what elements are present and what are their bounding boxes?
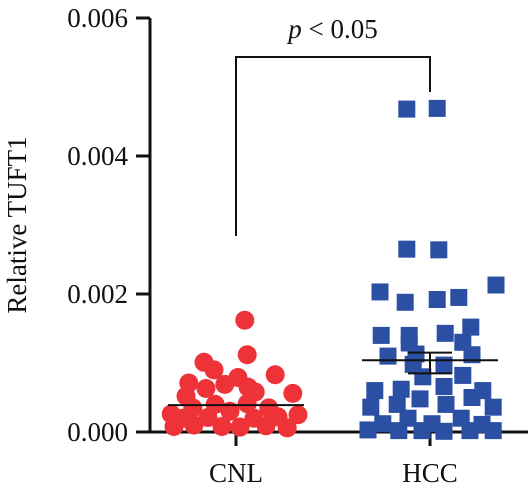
data-point-cnl [228, 367, 248, 387]
significance-label: p < 0.05 [286, 14, 377, 44]
y-ticks: 0.000 0.002 0.004 0.006 [67, 3, 150, 447]
data-point-hcc [454, 366, 472, 384]
data-point-cnl [259, 398, 279, 418]
data-points [161, 99, 505, 440]
data-point-cnl [220, 401, 240, 421]
data-point-hcc [437, 395, 455, 413]
data-point-hcc [374, 415, 392, 433]
data-point-hcc [436, 324, 454, 342]
p-threshold: < 0.05 [302, 14, 378, 44]
data-point-cnl [230, 417, 250, 437]
data-point-hcc [398, 100, 416, 118]
data-point-hcc [450, 288, 468, 306]
data-point-hcc [362, 398, 380, 416]
data-point-hcc [398, 240, 416, 258]
data-point-cnl [288, 405, 308, 425]
y-tick-label: 0.000 [67, 417, 128, 447]
data-point-hcc [423, 415, 441, 433]
data-point-cnl [212, 416, 232, 436]
data-point-hcc [366, 382, 384, 400]
data-point-hcc [487, 276, 505, 294]
data-point-hcc [388, 395, 406, 413]
data-point-cnl [179, 373, 199, 393]
y-tick-label: 0.006 [67, 3, 128, 33]
bracket-line [235, 56, 431, 236]
data-point-hcc [452, 409, 470, 427]
data-point-hcc [474, 382, 492, 400]
data-point-cnl [235, 310, 255, 330]
p-symbol: p [286, 14, 302, 44]
data-point-hcc [372, 326, 390, 344]
data-point-cnl [194, 352, 214, 372]
x-ticks: CNL HCC [209, 432, 458, 488]
data-point-hcc [484, 398, 502, 416]
data-point-hcc [454, 333, 472, 351]
data-point-cnl [283, 383, 303, 403]
y-axis-title: Relative TUFT1 [2, 136, 32, 313]
data-point-hcc [400, 326, 418, 344]
data-point-hcc [428, 99, 446, 117]
data-point-hcc [435, 356, 453, 374]
data-point-hcc [379, 347, 397, 365]
data-point-hcc [435, 377, 453, 395]
data-point-hcc [392, 380, 410, 398]
data-point-hcc [371, 283, 389, 301]
data-point-hcc [359, 421, 377, 439]
data-point-cnl [161, 404, 181, 424]
data-point-hcc [462, 318, 480, 336]
y-tick-label: 0.004 [67, 141, 128, 171]
data-point-hcc [411, 390, 429, 408]
x-tick-label: HCC [402, 458, 458, 488]
data-point-hcc [399, 409, 417, 427]
x-tick-label: CNL [209, 458, 263, 488]
significance-bracket: p < 0.05 [235, 14, 431, 236]
data-point-cnl [237, 345, 257, 365]
data-point-hcc [396, 293, 414, 311]
data-point-hcc [428, 291, 446, 309]
data-point-cnl [244, 408, 264, 428]
y-tick-label: 0.002 [67, 279, 128, 309]
data-point-cnl [265, 365, 285, 385]
data-point-cnl [196, 379, 216, 399]
data-point-hcc [430, 241, 448, 259]
summary-lines [168, 351, 498, 407]
data-point-hcc [473, 415, 491, 433]
